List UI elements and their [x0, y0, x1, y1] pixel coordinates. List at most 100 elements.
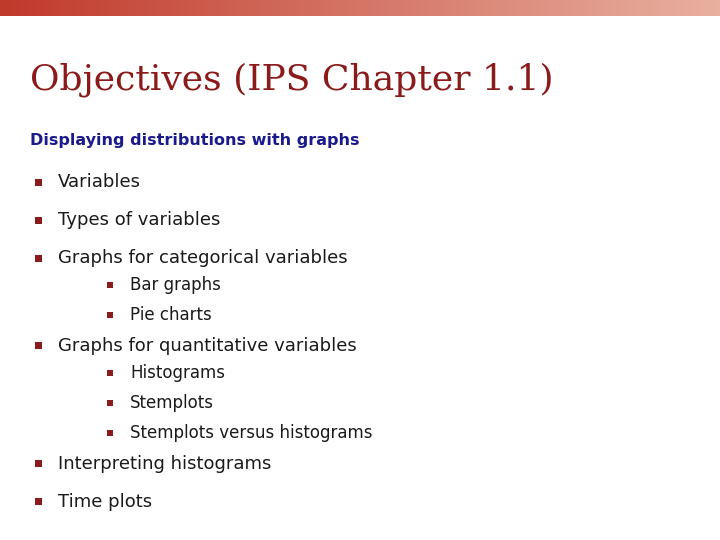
- Bar: [103, 0, 106, 16]
- Bar: [528, 0, 531, 16]
- Bar: [312, 0, 315, 16]
- Bar: [490, 0, 492, 16]
- Bar: [60, 0, 63, 16]
- Bar: [89, 0, 91, 16]
- Bar: [146, 0, 149, 16]
- Bar: [302, 0, 305, 16]
- Bar: [470, 0, 473, 16]
- Bar: [567, 0, 569, 16]
- Bar: [43, 0, 45, 16]
- Bar: [677, 0, 679, 16]
- Bar: [84, 0, 86, 16]
- Bar: [475, 0, 477, 16]
- Bar: [5, 0, 7, 16]
- Bar: [518, 0, 521, 16]
- Bar: [259, 0, 261, 16]
- Bar: [657, 0, 660, 16]
- Bar: [698, 0, 701, 16]
- Bar: [603, 0, 605, 16]
- Bar: [466, 0, 468, 16]
- Bar: [686, 0, 689, 16]
- Bar: [535, 0, 538, 16]
- Bar: [643, 0, 646, 16]
- Bar: [358, 0, 360, 16]
- Bar: [283, 0, 286, 16]
- Bar: [70, 0, 72, 16]
- Bar: [166, 0, 168, 16]
- Bar: [531, 0, 533, 16]
- Bar: [564, 0, 567, 16]
- Bar: [432, 0, 434, 16]
- Bar: [235, 0, 238, 16]
- Bar: [387, 0, 389, 16]
- Bar: [216, 0, 218, 16]
- Bar: [547, 0, 549, 16]
- Bar: [194, 0, 197, 16]
- Bar: [81, 0, 84, 16]
- Bar: [135, 0, 137, 16]
- Bar: [434, 0, 437, 16]
- Bar: [86, 0, 89, 16]
- Bar: [317, 0, 319, 16]
- Bar: [319, 0, 322, 16]
- Bar: [290, 0, 293, 16]
- Bar: [14, 0, 17, 16]
- Bar: [636, 0, 639, 16]
- Bar: [72, 0, 74, 16]
- Bar: [415, 0, 418, 16]
- Bar: [2, 0, 5, 16]
- Bar: [94, 0, 96, 16]
- Bar: [257, 0, 259, 16]
- Bar: [142, 0, 144, 16]
- Bar: [360, 0, 362, 16]
- Bar: [108, 0, 110, 16]
- Bar: [650, 0, 653, 16]
- Bar: [581, 0, 583, 16]
- Bar: [158, 0, 161, 16]
- Bar: [482, 0, 485, 16]
- Bar: [245, 0, 247, 16]
- Bar: [351, 0, 353, 16]
- Bar: [322, 0, 324, 16]
- Bar: [405, 0, 408, 16]
- Bar: [521, 0, 523, 16]
- Bar: [459, 0, 461, 16]
- Bar: [711, 0, 713, 16]
- Bar: [107, 282, 113, 288]
- Bar: [204, 0, 207, 16]
- Bar: [660, 0, 662, 16]
- Bar: [161, 0, 163, 16]
- Bar: [545, 0, 547, 16]
- Text: Interpreting histograms: Interpreting histograms: [58, 455, 271, 472]
- Bar: [107, 312, 113, 319]
- Bar: [492, 0, 495, 16]
- Bar: [477, 0, 480, 16]
- Bar: [374, 0, 377, 16]
- Bar: [122, 0, 125, 16]
- Bar: [250, 0, 252, 16]
- Bar: [96, 0, 99, 16]
- Bar: [139, 0, 142, 16]
- Bar: [137, 0, 139, 16]
- Bar: [329, 0, 331, 16]
- Bar: [22, 0, 24, 16]
- Bar: [295, 0, 297, 16]
- Bar: [569, 0, 571, 16]
- Bar: [513, 0, 516, 16]
- Bar: [336, 0, 338, 16]
- Bar: [35, 460, 42, 467]
- Bar: [516, 0, 518, 16]
- Bar: [394, 0, 396, 16]
- Bar: [324, 0, 326, 16]
- Bar: [523, 0, 526, 16]
- Bar: [610, 0, 612, 16]
- Bar: [648, 0, 650, 16]
- Text: Stemplots: Stemplots: [130, 394, 214, 412]
- Bar: [7, 0, 9, 16]
- Bar: [228, 0, 230, 16]
- Bar: [667, 0, 670, 16]
- Bar: [50, 0, 53, 16]
- Bar: [379, 0, 382, 16]
- Bar: [377, 0, 379, 16]
- Bar: [538, 0, 540, 16]
